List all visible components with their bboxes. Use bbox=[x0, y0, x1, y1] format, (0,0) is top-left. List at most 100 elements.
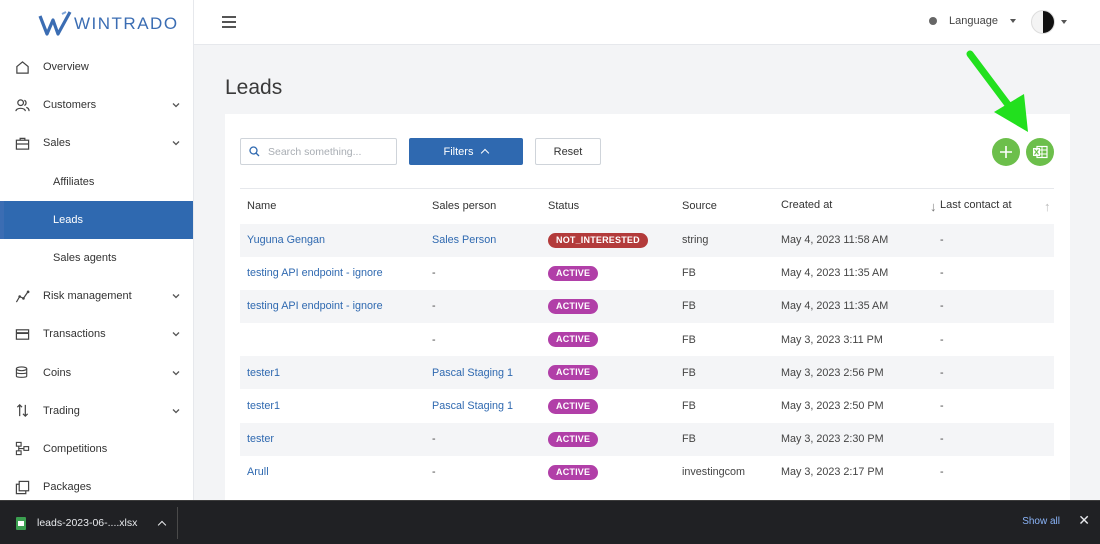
sidebar-item-overview[interactable]: Overview bbox=[0, 48, 193, 86]
table-row[interactable]: tester1 Pascal Staging 1 ACTIVE FB May 3, 20… bbox=[240, 389, 1054, 422]
filters-button[interactable]: Filters bbox=[409, 138, 523, 165]
cell-source: FB bbox=[682, 289, 781, 324]
language-label: Language bbox=[949, 15, 998, 27]
sidebar-item-label: Coins bbox=[43, 366, 72, 379]
cell-status: ACTIVE bbox=[548, 257, 682, 290]
brand-logo[interactable]: WINTRADO bbox=[0, 0, 193, 48]
sidebar-item-customers[interactable]: Customers bbox=[0, 86, 193, 124]
show-all-downloads-link[interactable]: Show all bbox=[1022, 516, 1060, 527]
cell-created-at: May 3, 2023 2:56 PM bbox=[781, 356, 932, 390]
status-badge: ACTIVE bbox=[548, 431, 599, 447]
column-header-last-contact[interactable]: Last contact at ↑ bbox=[932, 188, 1054, 224]
add-lead-button[interactable] bbox=[992, 138, 1020, 166]
cell-status: ACTIVE bbox=[548, 389, 682, 422]
coins-icon bbox=[14, 365, 30, 381]
cell-last-contact: - bbox=[940, 267, 944, 280]
user-menu[interactable] bbox=[1031, 10, 1067, 34]
sidebar-item-sales[interactable]: Sales bbox=[0, 124, 193, 162]
cell-status: ACTIVE bbox=[548, 456, 682, 489]
sidebar-item-packages[interactable]: Packages bbox=[0, 468, 193, 506]
reset-button[interactable]: Reset bbox=[535, 138, 601, 165]
language-selector[interactable]: Language bbox=[929, 15, 1016, 27]
table-row[interactable]: tester - ACTIVE FB May 3, 2023 2:30 PM - bbox=[240, 422, 1054, 456]
sidebar-item-leads[interactable]: Leads bbox=[0, 200, 193, 240]
page-title: Leads bbox=[225, 76, 283, 99]
close-icon[interactable]: ✕ bbox=[1078, 512, 1090, 528]
cell-sales-person[interactable]: Pascal Staging 1 bbox=[432, 356, 548, 390]
chevron-up-icon[interactable] bbox=[157, 520, 167, 529]
cell-created-at: May 3, 2023 2:50 PM bbox=[781, 400, 884, 413]
download-item[interactable]: leads-2023-06-....xlsx bbox=[8, 507, 178, 539]
cell-last-contact: - bbox=[932, 356, 1054, 390]
column-header-source[interactable]: Source bbox=[682, 188, 781, 224]
annotation-arrow-icon bbox=[966, 50, 1028, 132]
cell-created-at: May 3, 2023 3:11 PM bbox=[781, 333, 883, 346]
sidebar-item-label: Leads bbox=[53, 213, 83, 226]
cell-name[interactable] bbox=[240, 323, 432, 356]
cell-sales-person[interactable]: Sales Person bbox=[432, 223, 548, 257]
cell-name[interactable]: tester bbox=[240, 422, 432, 456]
table-row[interactable]: tester1 Pascal Staging 1 ACTIVE FB May 3, 20… bbox=[240, 356, 1054, 390]
caret-down-icon bbox=[1010, 19, 1016, 23]
cell-source: FB bbox=[682, 400, 696, 413]
sidebar-item-risk-management[interactable]: Risk management bbox=[0, 277, 193, 315]
plus-icon bbox=[1000, 146, 1012, 158]
credit-card-icon bbox=[14, 326, 30, 342]
cell-name[interactable]: Arull bbox=[247, 466, 269, 479]
cell-sales-person: - bbox=[432, 422, 548, 456]
sidebar-item-label: Overview bbox=[43, 61, 89, 74]
search-box[interactable] bbox=[240, 138, 397, 165]
chevron-up-icon bbox=[481, 148, 490, 158]
status-badge: ACTIVE bbox=[548, 332, 599, 348]
cell-name[interactable]: Yuguna Gengan bbox=[240, 223, 432, 257]
sidebar-item-label: Customers bbox=[43, 99, 97, 112]
table-row[interactable]: Yuguna Gengan Sales Person NOT_INTERESTED s… bbox=[240, 223, 1054, 257]
hamburger-menu-icon[interactable] bbox=[222, 16, 236, 28]
sidebar-item-transactions[interactable]: Transactions bbox=[0, 315, 193, 353]
cell-last-contact: - bbox=[932, 223, 1054, 257]
table-row[interactable]: - ACTIVE FB May 3, 2023 3:11 PM - bbox=[240, 323, 1054, 356]
column-header-sales-person[interactable]: Sales person bbox=[432, 188, 548, 224]
cell-created-at: May 3, 2023 2:17 PM bbox=[781, 466, 884, 479]
avatar bbox=[1031, 10, 1055, 34]
search-input[interactable] bbox=[268, 145, 393, 158]
sidebar-item-coins[interactable]: Coins bbox=[0, 354, 193, 392]
table-row[interactable]: testing API endpoint - ignore - ACTIVE FB Ma… bbox=[240, 289, 1054, 324]
status-badge: ACTIVE bbox=[548, 298, 599, 314]
table-row[interactable]: testing API endpoint - ignore - ACTIVE FB Ma… bbox=[240, 257, 1054, 290]
sidebar-item-affiliates[interactable]: Affiliates bbox=[0, 163, 193, 201]
topbar: Language bbox=[194, 0, 1100, 45]
download-bar: leads-2023-06-....xlsx Show all ✕ bbox=[0, 500, 1100, 544]
status-badge: ACTIVE bbox=[548, 365, 599, 381]
cell-name[interactable]: tester1 bbox=[240, 356, 432, 390]
cell-source: FB bbox=[682, 267, 696, 280]
sidebar-item-label: Trading bbox=[43, 404, 80, 417]
column-header-status[interactable]: Status bbox=[548, 188, 682, 224]
column-header-name[interactable]: Name bbox=[240, 188, 432, 224]
sidebar-item-label: Competitions bbox=[43, 442, 108, 455]
cell-sales-person: - bbox=[432, 466, 436, 479]
cell-name[interactable]: tester1 bbox=[247, 400, 281, 413]
cell-name[interactable]: testing API endpoint - ignore bbox=[240, 289, 432, 324]
cell-last-contact: - bbox=[940, 400, 944, 413]
sidebar-item-label: Transactions bbox=[43, 328, 106, 341]
sidebar-item-competitions[interactable]: Competitions bbox=[0, 430, 193, 468]
excel-file-icon bbox=[16, 516, 26, 530]
sort-desc-icon[interactable]: ↓ bbox=[930, 198, 937, 214]
home-icon bbox=[14, 59, 30, 75]
cell-status: ACTIVE bbox=[548, 356, 682, 390]
column-header-created-at[interactable]: Created at ↓ bbox=[781, 188, 937, 224]
chevron-down-icon bbox=[172, 141, 180, 146]
sort-asc-icon[interactable]: ↑ bbox=[1044, 198, 1051, 214]
sidebar-item-trading[interactable]: Trading bbox=[0, 392, 193, 430]
sidebar: WINTRADO Overview Customers Sales Affili… bbox=[0, 0, 194, 500]
status-badge: ACTIVE bbox=[548, 265, 599, 281]
cell-last-contact: - bbox=[932, 289, 1054, 324]
table-row[interactable]: Arull - ACTIVE investingcom May 3, 2023 2:17… bbox=[240, 456, 1054, 489]
export-excel-button[interactable] bbox=[1026, 138, 1054, 166]
cell-sales-person[interactable]: Pascal Staging 1 bbox=[432, 400, 514, 413]
cell-created-at: May 4, 2023 11:58 AM bbox=[781, 223, 932, 257]
cell-name[interactable]: testing API endpoint - ignore bbox=[247, 267, 383, 280]
sidebar-item-sales-agents[interactable]: Sales agents bbox=[0, 239, 193, 277]
leads-card: Filters Reset Name Sales person Status S… bbox=[225, 114, 1070, 500]
